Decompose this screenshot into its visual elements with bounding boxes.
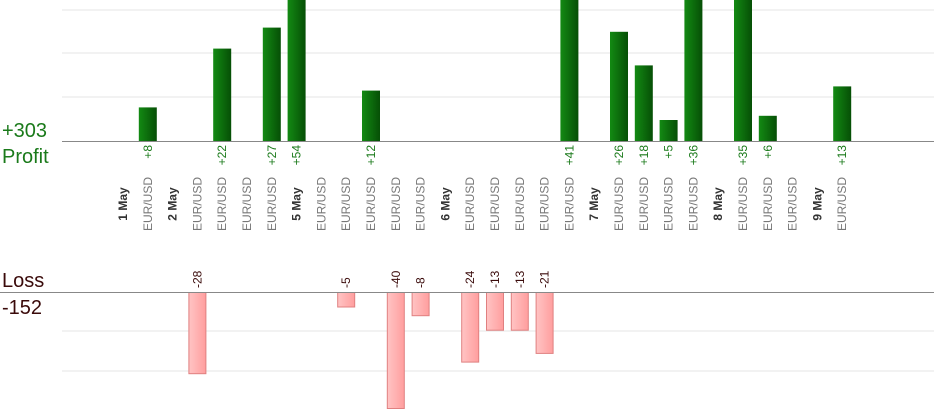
loss-value-label: -8 — [414, 277, 428, 288]
instrument-label: EUR/USD — [240, 177, 254, 231]
profit-label: Profit — [2, 146, 49, 168]
instrument-label: EUR/USD — [637, 177, 651, 231]
profit-bar — [659, 120, 678, 141]
profit-total: +303 — [2, 120, 47, 142]
loss-value-label: -40 — [389, 270, 403, 288]
profit-value-label: +26 — [612, 145, 626, 166]
loss-bar — [510, 292, 529, 331]
profit-value-label: +5 — [662, 145, 676, 159]
profit-value-label: +6 — [761, 145, 775, 159]
loss-bar — [411, 292, 430, 317]
profit-bar — [262, 27, 281, 142]
profit-bar — [734, 0, 752, 141]
loss-bar — [535, 292, 554, 354]
loss-value-label: -21 — [538, 270, 552, 288]
profit-value-label: +36 — [686, 145, 700, 166]
instrument-label: EUR/USD — [488, 177, 502, 231]
profit-bar — [758, 115, 777, 141]
profit-value-label: +27 — [265, 145, 279, 166]
profit-value-label: +41 — [562, 145, 576, 166]
instrument-label: EUR/USD — [513, 177, 527, 231]
profit-value-label: +12 — [364, 145, 378, 166]
instrument-label: EUR/USD — [389, 177, 403, 231]
profit-bar — [833, 86, 852, 141]
profit-bar — [138, 107, 157, 141]
labels: 1 May EUR/USD +8 2 May EUR/USD -28 EUR/USD +22 E… — [116, 145, 849, 288]
loss-value-label: -13 — [488, 270, 502, 288]
loss-bar — [461, 292, 480, 363]
instrument-label: EUR/USD — [265, 177, 279, 231]
day-label: 7 May — [587, 187, 601, 221]
instrument-label: EUR/USD — [686, 177, 700, 231]
loss-bar — [386, 292, 405, 409]
profit-bar — [610, 31, 628, 141]
instrument-label: EUR/USD — [835, 177, 849, 231]
bars — [138, 0, 852, 409]
instrument-label: EUR/USD — [215, 177, 229, 231]
instrument-label: EUR/USD — [761, 177, 775, 231]
loss-bar — [486, 292, 504, 331]
profit-bar — [684, 0, 703, 141]
profit-value-label: +18 — [637, 145, 651, 166]
profit-value-label: +35 — [736, 145, 750, 166]
instrument-label: EUR/USD — [190, 177, 204, 231]
profit-value-label: +8 — [141, 145, 155, 159]
instrument-label: EUR/USD — [339, 177, 353, 231]
loss-total: -152 — [2, 297, 42, 319]
profit-value-label: +13 — [835, 145, 849, 166]
loss-value-label: -24 — [463, 270, 477, 288]
day-label: 9 May — [810, 187, 824, 221]
profit-bar — [362, 90, 380, 141]
day-label: 6 May — [438, 187, 452, 221]
grid-lines — [62, 9, 934, 372]
instrument-label: EUR/USD — [562, 177, 576, 231]
instrument-label: EUR/USD — [736, 177, 750, 231]
profit-bar — [634, 65, 653, 141]
loss-bar — [337, 292, 356, 308]
profit-bar — [213, 48, 232, 141]
day-label: 1 May — [116, 187, 130, 221]
profit-bar — [560, 0, 579, 141]
instrument-label: EUR/USD — [662, 177, 676, 231]
loss-bar — [188, 292, 207, 375]
loss-value-label: -5 — [339, 277, 353, 288]
day-label: 5 May — [290, 187, 304, 221]
profit-bar — [287, 0, 306, 141]
instrument-label: EUR/USD — [364, 177, 378, 231]
instrument-label: EUR/USD — [414, 177, 428, 231]
instrument-label: EUR/USD — [141, 177, 155, 231]
instrument-label: EUR/USD — [538, 177, 552, 231]
loss-value-label: -13 — [513, 270, 527, 288]
loss-label: Loss — [2, 270, 44, 292]
profit-value-label: +54 — [290, 145, 304, 166]
instrument-label: EUR/USD — [612, 177, 626, 231]
day-label: 8 May — [711, 187, 725, 221]
day-label: 2 May — [166, 187, 180, 221]
instrument-label: EUR/USD — [463, 177, 477, 231]
loss-value-label: -28 — [190, 270, 204, 288]
profit-value-label: +22 — [215, 145, 229, 166]
instrument-label: EUR/USD — [314, 177, 328, 231]
instrument-label: EUR/USD — [786, 177, 800, 231]
